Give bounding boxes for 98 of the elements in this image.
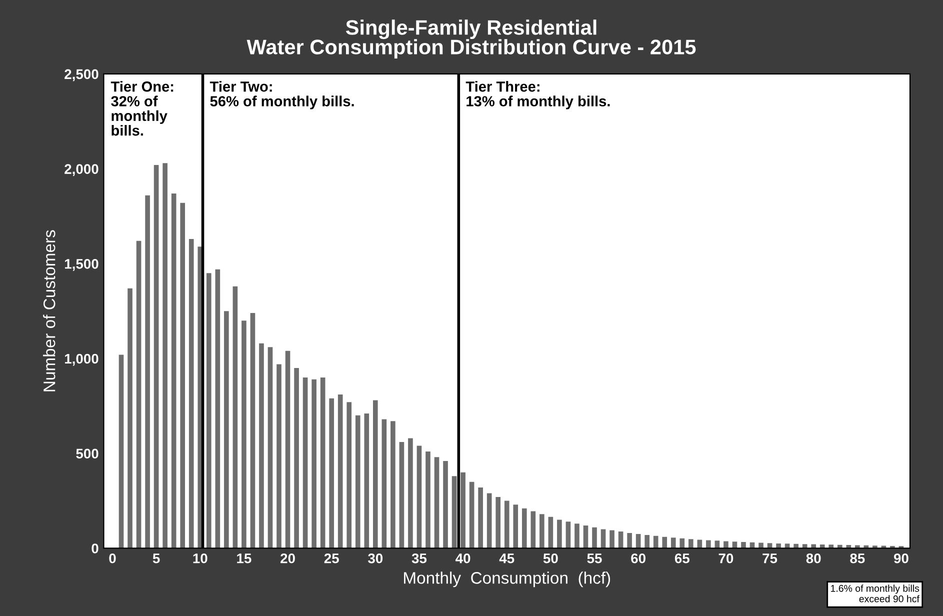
bar bbox=[644, 534, 650, 548]
y-tick-label: 1,500 bbox=[64, 258, 98, 271]
bar bbox=[180, 202, 186, 548]
x-tick-label: 20 bbox=[280, 553, 295, 564]
bar bbox=[364, 414, 370, 548]
x-tick-label: 90 bbox=[894, 553, 908, 564]
bar bbox=[188, 238, 194, 548]
annotation: Tier One: 32% of monthly bills. bbox=[110, 81, 174, 136]
bar bbox=[670, 538, 676, 548]
bar bbox=[276, 364, 282, 548]
y-tick-label: 2,000 bbox=[64, 164, 98, 176]
bar bbox=[627, 533, 632, 548]
bar bbox=[338, 394, 343, 548]
bar bbox=[302, 377, 308, 548]
x-tick-label: 15 bbox=[237, 554, 252, 564]
bar bbox=[329, 398, 334, 548]
bar bbox=[724, 541, 728, 548]
y-tick-label: 0 bbox=[92, 544, 98, 554]
bar bbox=[206, 273, 212, 548]
x-tick-label: 35 bbox=[412, 553, 427, 564]
annotation: Tier Two: 56% of monthly bills. bbox=[210, 81, 354, 110]
bar bbox=[162, 163, 168, 548]
bar bbox=[653, 536, 658, 548]
bar bbox=[416, 446, 422, 548]
bar bbox=[662, 536, 668, 548]
y-axis-title: Number of Customers bbox=[43, 230, 56, 392]
bar bbox=[530, 511, 536, 548]
bar bbox=[426, 451, 430, 548]
bar bbox=[355, 415, 360, 548]
bar bbox=[610, 530, 614, 548]
bar bbox=[540, 514, 544, 548]
bar bbox=[478, 488, 483, 548]
bar bbox=[522, 508, 527, 548]
bar bbox=[224, 311, 229, 548]
text: 1.6% of monthly bills exceed 90 hcf bbox=[831, 584, 920, 602]
bar bbox=[574, 524, 580, 548]
bar bbox=[688, 539, 694, 548]
bar bbox=[250, 312, 256, 548]
bar bbox=[496, 497, 501, 548]
x-tick-label: 85 bbox=[850, 553, 865, 564]
bar bbox=[557, 520, 562, 548]
x-tick-label: 60 bbox=[631, 553, 646, 564]
bar bbox=[443, 460, 448, 548]
x-tick-label: 45 bbox=[499, 554, 514, 564]
y-tick-label: 2,500 bbox=[64, 69, 98, 82]
bar bbox=[592, 527, 597, 548]
x-tick-label: 0 bbox=[109, 553, 116, 564]
bar bbox=[268, 347, 273, 548]
bar bbox=[504, 500, 510, 548]
bar bbox=[118, 354, 124, 548]
bar bbox=[215, 269, 220, 548]
bar bbox=[408, 438, 413, 548]
bar bbox=[242, 320, 246, 548]
x-tick-label: 30 bbox=[368, 553, 383, 564]
bar bbox=[259, 343, 264, 548]
bar bbox=[285, 350, 290, 548]
x-tick-label: 80 bbox=[806, 553, 821, 564]
bar bbox=[469, 482, 474, 548]
bar bbox=[513, 504, 518, 548]
bar bbox=[486, 493, 492, 548]
bar bbox=[382, 419, 387, 548]
bar bbox=[312, 379, 316, 548]
bar bbox=[154, 164, 159, 548]
chart-title: Single-Family Residential Water Consumption Distribution Curve - 2015 bbox=[246, 20, 696, 59]
bar bbox=[452, 476, 457, 548]
x-axis-title: Monthly Consumption (hcf) bbox=[404, 572, 610, 588]
bar bbox=[128, 288, 132, 548]
bar bbox=[294, 368, 299, 548]
bar bbox=[548, 516, 554, 548]
bar bbox=[566, 522, 571, 548]
bar bbox=[741, 542, 746, 548]
bar bbox=[583, 525, 588, 548]
bar bbox=[434, 457, 440, 548]
x-tick-label: 65 bbox=[674, 553, 690, 564]
x-tick-label: 50 bbox=[543, 553, 558, 564]
bar bbox=[460, 472, 466, 548]
bar bbox=[171, 193, 176, 548]
x-tick-label: 40 bbox=[456, 553, 470, 564]
bar bbox=[372, 400, 378, 548]
bar bbox=[390, 421, 396, 548]
bar bbox=[232, 286, 238, 548]
bar bbox=[399, 442, 404, 548]
y-tick-label: 500 bbox=[76, 448, 98, 459]
x-tick-label: 55 bbox=[587, 554, 602, 564]
bar bbox=[680, 538, 685, 548]
bar bbox=[136, 240, 142, 548]
bar bbox=[145, 195, 150, 548]
x-tick-label: 75 bbox=[762, 554, 778, 564]
y-tick-label: 1,000 bbox=[64, 354, 98, 366]
x-tick-label: 5 bbox=[152, 554, 160, 564]
bar bbox=[346, 402, 352, 548]
x-tick-label: 25 bbox=[324, 553, 339, 564]
x-tick-label: 70 bbox=[718, 553, 734, 564]
bar bbox=[320, 377, 326, 548]
annotation: Tier Three: 13% of monthly bills. bbox=[466, 81, 610, 110]
bar bbox=[706, 540, 711, 548]
x-tick-label: 10 bbox=[193, 553, 208, 564]
bar bbox=[758, 542, 764, 548]
